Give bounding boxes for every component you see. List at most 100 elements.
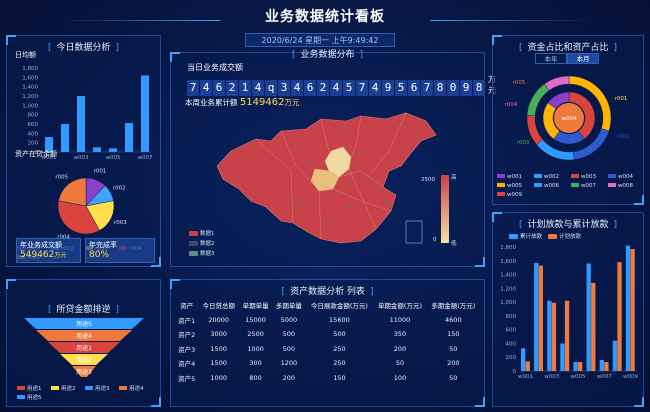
bar[interactable] [61, 124, 69, 152]
table-row[interactable]: 资产3 1500 1000 500 250 200 50 [175, 342, 480, 357]
donut-legend-swatch[interactable] [534, 174, 542, 178]
scale-max: 2500 [421, 177, 435, 183]
funnel-legend-swatch[interactable] [17, 386, 25, 390]
scale-min: 0 [433, 237, 437, 243]
table-header-cell[interactable]: 多期金额(万元) [431, 302, 476, 311]
bar[interactable] [591, 282, 596, 371]
funnel-segment[interactable] [60, 354, 108, 365]
table-header-cell[interactable]: 今日贷总额 [202, 302, 235, 311]
donut-legend-swatch[interactable] [497, 183, 505, 187]
y-tick-label: 1,000 [22, 103, 38, 109]
scale-bar[interactable] [441, 175, 449, 243]
stat-annual-volume: 年业务成交额 549462万元 [16, 238, 81, 263]
bar[interactable] [45, 137, 53, 152]
table-cell: 资产3 [178, 345, 196, 354]
loan-use-panel: [所贷金额排逆] 用途5 用途4 用途1 用途2 用途3 用途1 用途2 用途3 用途4 用途5 [6, 279, 161, 407]
bar[interactable] [560, 343, 565, 371]
stat-annual-label: 年业务成交额 [20, 241, 62, 249]
x-tick-label: w001 [518, 374, 533, 380]
china-map[interactable] [211, 111, 451, 261]
bar[interactable] [551, 302, 557, 371]
header-bar: 业务数据统计看板 [0, 0, 650, 30]
table-row[interactable]: 资产5 1000 800 200 150 100 50 [175, 371, 480, 386]
table-cell: 20000 [208, 315, 230, 324]
map-legend-item[interactable]: 数据1 [189, 228, 215, 238]
table-header-cell[interactable]: 单期金额(万元) [377, 302, 422, 311]
donut-legend-label: w005 [507, 183, 522, 189]
bar[interactable] [520, 348, 526, 371]
bar[interactable] [617, 262, 622, 371]
map-legend-item[interactable]: 数据3 [189, 248, 215, 258]
panel-title: [所贷金额排逆] [47, 305, 120, 315]
table-row[interactable]: 资产4 1500 300 1200 250 50 200 [175, 356, 480, 371]
map-legend-item[interactable]: 数据2 [189, 238, 215, 248]
bar[interactable] [599, 359, 604, 371]
funnel-segment[interactable] [48, 342, 120, 353]
table-header-cell[interactable]: 今日展款金额(万元) [310, 302, 368, 311]
inner-ring-slice[interactable] [547, 91, 570, 109]
donut-legend-swatch[interactable] [497, 192, 505, 196]
x-tick-label: w007 [597, 374, 612, 380]
table-row[interactable]: 资产1 20000 15000 5000 15600 11000 4600 [175, 313, 480, 328]
bar[interactable] [525, 361, 530, 371]
pie-slice[interactable] [57, 200, 100, 235]
donut-legend-swatch[interactable] [571, 183, 579, 187]
funnel-segment[interactable] [24, 318, 144, 329]
legend-planned[interactable]: 计划放款 [548, 232, 581, 240]
bar[interactable] [93, 147, 101, 152]
funnel-legend-swatch[interactable] [85, 386, 93, 390]
tab-this-year[interactable]: 本年 [535, 53, 567, 64]
table-cell: 200 [447, 359, 460, 368]
bar[interactable] [534, 262, 539, 371]
bar[interactable] [578, 362, 583, 371]
funnel-segment[interactable] [36, 330, 132, 341]
table-cell: 资产1 [178, 316, 196, 325]
table-cell: 15000 [245, 315, 266, 324]
funnel-label: 用途2 [76, 356, 92, 364]
tab-this-month[interactable]: 本月 [567, 53, 599, 64]
bar[interactable] [109, 148, 117, 152]
funnel-legend-swatch[interactable] [17, 395, 25, 399]
digit-cell: 7 [421, 80, 433, 96]
bar[interactable] [77, 96, 85, 152]
donut-center-label: w004 [562, 116, 577, 122]
bar[interactable] [573, 362, 578, 371]
bar[interactable] [141, 75, 149, 152]
table-cell: 100 [393, 373, 407, 382]
legend-cumulative[interactable]: 累计放款 [509, 232, 542, 240]
stat-annual-value: 549462 [20, 250, 55, 260]
map-region-highlight[interactable] [324, 146, 352, 178]
bar[interactable] [630, 249, 635, 371]
table-header-cell[interactable]: 单期单量 [242, 302, 269, 311]
bar[interactable] [612, 340, 618, 371]
bar[interactable] [547, 300, 552, 371]
donut-legend-swatch[interactable] [534, 183, 542, 187]
pie-slice[interactable] [58, 177, 87, 207]
y-tick-label: 1,400 [500, 273, 516, 279]
bar[interactable] [125, 123, 133, 152]
assets-label: 资产在贷余额 [15, 150, 57, 158]
digit-cell: 7 [187, 80, 199, 96]
table-header-cell[interactable]: 资产 [180, 302, 194, 311]
donut-legend-swatch[interactable] [608, 183, 616, 187]
map-markers [264, 149, 388, 223]
y-tick-label: 1,400 [22, 85, 38, 91]
bar[interactable] [604, 362, 609, 371]
donut-legend-swatch[interactable] [571, 174, 579, 178]
funnel-legend-swatch[interactable] [51, 386, 59, 390]
bar[interactable] [625, 245, 631, 371]
bar[interactable] [538, 265, 543, 371]
table-header-cell[interactable]: 多期单量 [275, 302, 302, 311]
donut-legend-swatch[interactable] [497, 174, 505, 178]
table-body: 资产1 20000 15000 5000 15600 11000 4600 资产2 3000 25… [175, 313, 480, 386]
table-cell: 资产5 [178, 374, 196, 383]
funnel-legend-swatch[interactable] [119, 386, 127, 390]
table-row[interactable]: 资产2 3000 2500 500 500 350 150 [175, 327, 480, 342]
donut-legend-swatch[interactable] [608, 174, 616, 178]
bar[interactable] [564, 300, 570, 371]
outer-ring-slice[interactable] [544, 75, 570, 91]
table-cell: 150 [333, 373, 346, 382]
x-tick-label: w007 [138, 155, 153, 161]
bar[interactable] [586, 263, 591, 371]
funnel-segment[interactable] [72, 366, 96, 377]
